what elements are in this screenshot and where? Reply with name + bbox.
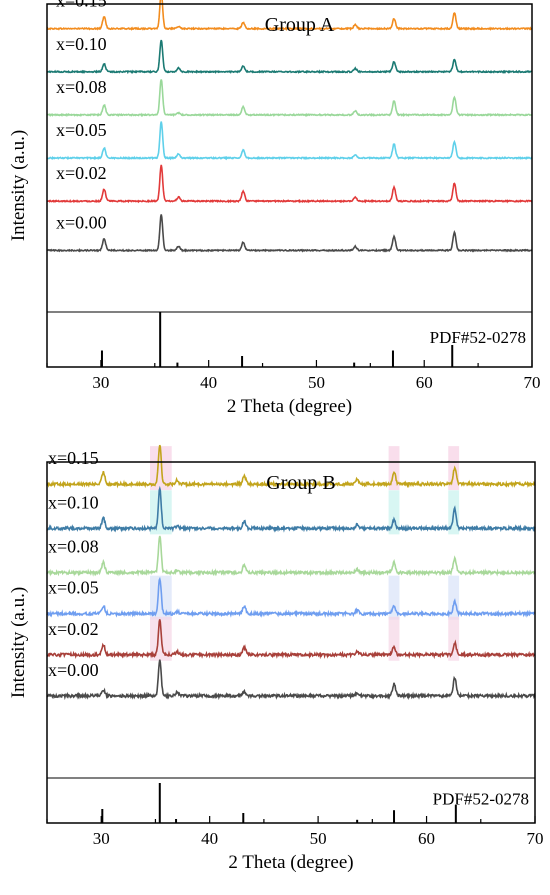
series-line-x=0.08 <box>46 535 536 577</box>
x-tick-label: 60 <box>416 373 433 392</box>
highlight-band <box>448 446 460 491</box>
highlight-band <box>150 490 172 535</box>
series-line-x=0.08 <box>46 79 533 118</box>
plot-frame-b <box>46 461 536 824</box>
series-label: x=0.15 <box>56 0 107 11</box>
x-tick-label: 50 <box>308 373 325 392</box>
highlight-band <box>448 616 460 661</box>
x-tick-label: 30 <box>92 373 109 392</box>
series-line-x=0.15 <box>46 444 536 489</box>
series-label: x=0.08 <box>48 537 99 557</box>
series-label: x=0.00 <box>48 660 99 680</box>
x-axis-title-b: 2 Theta (degree) <box>228 852 353 873</box>
x-tick-label: 70 <box>524 373 541 392</box>
highlight-band <box>150 446 172 491</box>
y-axis-title-b: Intensity (a.u.) <box>8 587 29 698</box>
x-tick-label: 50 <box>310 829 327 848</box>
reference-label-b: PDF#52-0278 <box>433 789 529 808</box>
series-label: x=0.02 <box>56 163 107 183</box>
x-tick-label: 40 <box>201 829 218 848</box>
series-label: x=0.15 <box>48 448 99 468</box>
series-label: x=0.05 <box>56 120 107 140</box>
highlight-band <box>388 616 400 661</box>
series-line-x=0.05 <box>46 576 536 618</box>
plot-frame-a <box>46 3 533 368</box>
series-line-x=0.00 <box>46 214 533 253</box>
series-label: x=0.02 <box>48 619 99 639</box>
panel-group-b: 30 40 50 60 70 Group B 2 Theta (degree) Inte… <box>8 444 544 873</box>
highlight-band <box>388 446 400 491</box>
series-line-x=0.10 <box>46 39 533 75</box>
x-axis-title-a: 2 Theta (degree) <box>227 396 352 417</box>
panel-title-b: Group B <box>266 472 335 494</box>
series-line-x=0.10 <box>46 485 536 533</box>
series-line-x=0.05 <box>46 121 533 161</box>
series-line-x=0.02 <box>46 619 536 660</box>
y-axis-title-a: Intensity (a.u.) <box>8 130 29 241</box>
panel-group-a: 30 40 50 60 70 Group A 2 Theta (degree) Inte… <box>8 0 541 417</box>
x-tick-label: 40 <box>200 373 217 392</box>
highlight-band <box>388 575 400 620</box>
x-tick-label: 70 <box>527 829 544 848</box>
highlight-band <box>388 490 400 535</box>
highlight-band <box>448 575 460 620</box>
series-line-x=0.00 <box>46 659 536 701</box>
series-label: x=0.00 <box>56 212 107 232</box>
series-label: x=0.05 <box>48 578 99 598</box>
panel-title-a: Group A <box>265 14 335 36</box>
series-line-x=0.15 <box>46 0 533 31</box>
series-label: x=0.08 <box>56 77 107 97</box>
x-tick-label: 30 <box>93 829 110 848</box>
x-tick-label: 60 <box>418 829 435 848</box>
series-label: x=0.10 <box>48 492 99 512</box>
series-line-x=0.02 <box>46 164 533 204</box>
reference-label-a: PDF#52-0278 <box>430 328 526 347</box>
series-label: x=0.10 <box>56 34 107 54</box>
